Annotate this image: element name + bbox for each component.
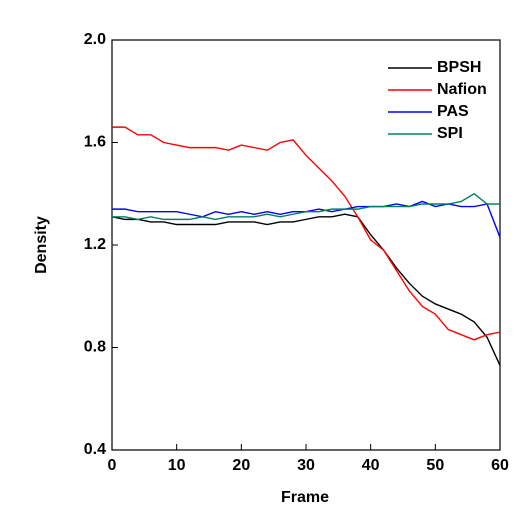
y-tick-label: 1.2 bbox=[84, 236, 106, 253]
legend-label: PAS bbox=[437, 103, 469, 120]
legend-label: Nafion bbox=[437, 81, 487, 98]
x-tick-label: 30 bbox=[297, 457, 315, 474]
series-line bbox=[112, 192, 500, 221]
y-tick-label: 0.4 bbox=[84, 441, 106, 458]
x-tick-label: 50 bbox=[426, 457, 444, 474]
x-axis-label: Frame bbox=[281, 489, 329, 506]
series-line bbox=[112, 126, 501, 341]
x-tick-label: 40 bbox=[362, 457, 380, 474]
plot-frame bbox=[111, 39, 501, 451]
series-line bbox=[111, 213, 501, 366]
x-tick-label: 60 bbox=[491, 457, 509, 474]
y-axis-label: Density bbox=[33, 216, 50, 274]
y-tick-label: 2.0 bbox=[84, 31, 106, 48]
x-tick-label: 10 bbox=[168, 457, 186, 474]
legend-label: SPI bbox=[437, 125, 463, 142]
y-tick-label: 1.6 bbox=[84, 134, 106, 151]
x-tick-label: 20 bbox=[232, 457, 250, 474]
x-tick-label: 0 bbox=[108, 457, 117, 474]
legend-label: BPSH bbox=[437, 59, 481, 76]
y-tick-label: 0.8 bbox=[84, 339, 106, 356]
